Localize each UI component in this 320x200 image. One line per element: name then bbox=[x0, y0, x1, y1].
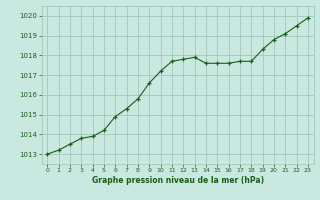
X-axis label: Graphe pression niveau de la mer (hPa): Graphe pression niveau de la mer (hPa) bbox=[92, 176, 264, 185]
